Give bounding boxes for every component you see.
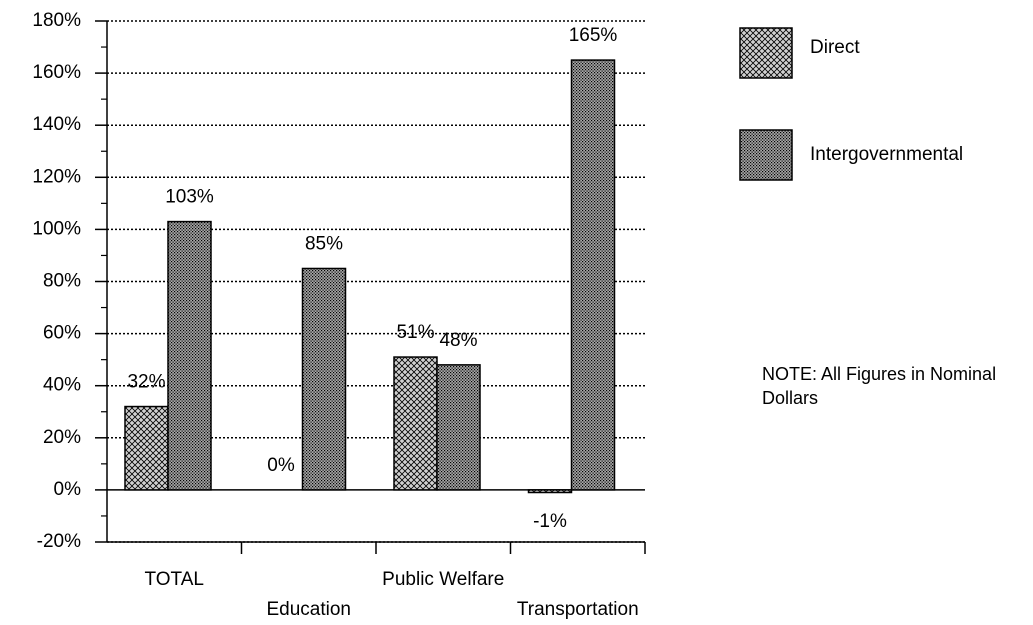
x-tick-label: Public Welfare	[382, 569, 504, 590]
value-label: 0%	[267, 455, 295, 476]
y-tick-label: 160%	[32, 62, 81, 83]
legend-swatch	[739, 129, 793, 181]
bar	[393, 356, 438, 491]
bar	[527, 489, 573, 494]
value-label: 48%	[439, 330, 477, 351]
x-tick-label: Transportation	[517, 599, 639, 620]
value-label: 51%	[396, 322, 434, 343]
x-tick-label: TOTAL	[145, 569, 204, 590]
y-tick-label: 180%	[32, 10, 81, 31]
y-tick-label: 0%	[54, 479, 82, 500]
value-label: 85%	[305, 233, 343, 254]
y-tick-label: 80%	[43, 271, 81, 292]
value-label: 32%	[127, 372, 165, 393]
bar	[570, 59, 616, 491]
x-tick-label: Education	[266, 599, 351, 620]
value-label: 103%	[165, 187, 214, 208]
y-tick-label: 60%	[43, 323, 81, 344]
value-label: 165%	[569, 25, 618, 46]
y-tick-label: 40%	[43, 375, 81, 396]
legend-swatch	[739, 27, 793, 79]
value-label: -1%	[533, 511, 567, 532]
y-tick-label: 140%	[32, 114, 81, 135]
y-tick-label: 120%	[32, 166, 81, 187]
y-tick-label: 20%	[43, 427, 81, 448]
y-tick-label: -20%	[37, 531, 81, 552]
bar	[167, 220, 212, 491]
note: NOTE: All Figures in Nominal Dollars	[762, 364, 997, 408]
legend-label: Direct	[810, 37, 860, 58]
y-tick-label: 100%	[32, 218, 81, 239]
legend-label: Intergovernmental	[810, 144, 963, 165]
bar	[124, 405, 169, 491]
bar	[301, 267, 347, 491]
bar	[436, 364, 481, 491]
